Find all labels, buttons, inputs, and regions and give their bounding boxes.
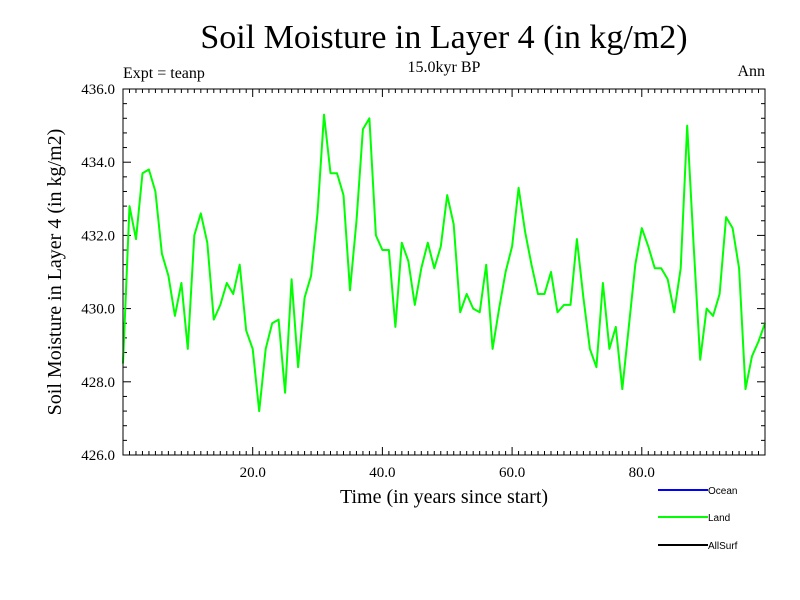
x-tick-label: 80.0 xyxy=(629,465,655,481)
experiment-label: Expt = teanp xyxy=(123,65,205,82)
x-axis-label: Time (in years since start) xyxy=(340,486,548,508)
chart-subtitle: 15.0kyr BP xyxy=(408,59,481,76)
legend-label-land: Land xyxy=(708,513,730,524)
season-label: Ann xyxy=(737,63,765,80)
x-tick-labels: 20.0 40.0 60.0 80.0 xyxy=(240,465,655,481)
y-tick-label: 434.0 xyxy=(81,155,115,171)
y-tick-label: 430.0 xyxy=(81,302,115,318)
plot-frame xyxy=(122,88,766,456)
chart-title: Soil Moisture in Layer 4 (in kg/m2) xyxy=(200,19,687,56)
series-line-land xyxy=(122,113,766,413)
series-layer xyxy=(122,113,766,413)
y-tick-label: 436.0 xyxy=(81,82,115,98)
x-tick-label: 40.0 xyxy=(369,465,395,481)
x-tick-label: 20.0 xyxy=(240,465,266,481)
legend: Ocean Land AllSurf xyxy=(658,486,738,552)
y-tick-label: 428.0 xyxy=(81,375,115,391)
axis-ticks xyxy=(122,88,766,456)
y-tick-label: 432.0 xyxy=(81,228,115,244)
x-tick-label: 60.0 xyxy=(499,465,525,481)
legend-label-ocean: Ocean xyxy=(708,486,737,497)
y-tick-labels: 426.0 428.0 430.0 432.0 434.0 436.0 xyxy=(81,82,115,464)
y-axis-label: Soil Moisture in Layer 4 (in kg/m2) xyxy=(44,129,66,416)
y-tick-label: 426.0 xyxy=(81,448,115,464)
legend-label-allsurf: AllSurf xyxy=(708,541,738,552)
